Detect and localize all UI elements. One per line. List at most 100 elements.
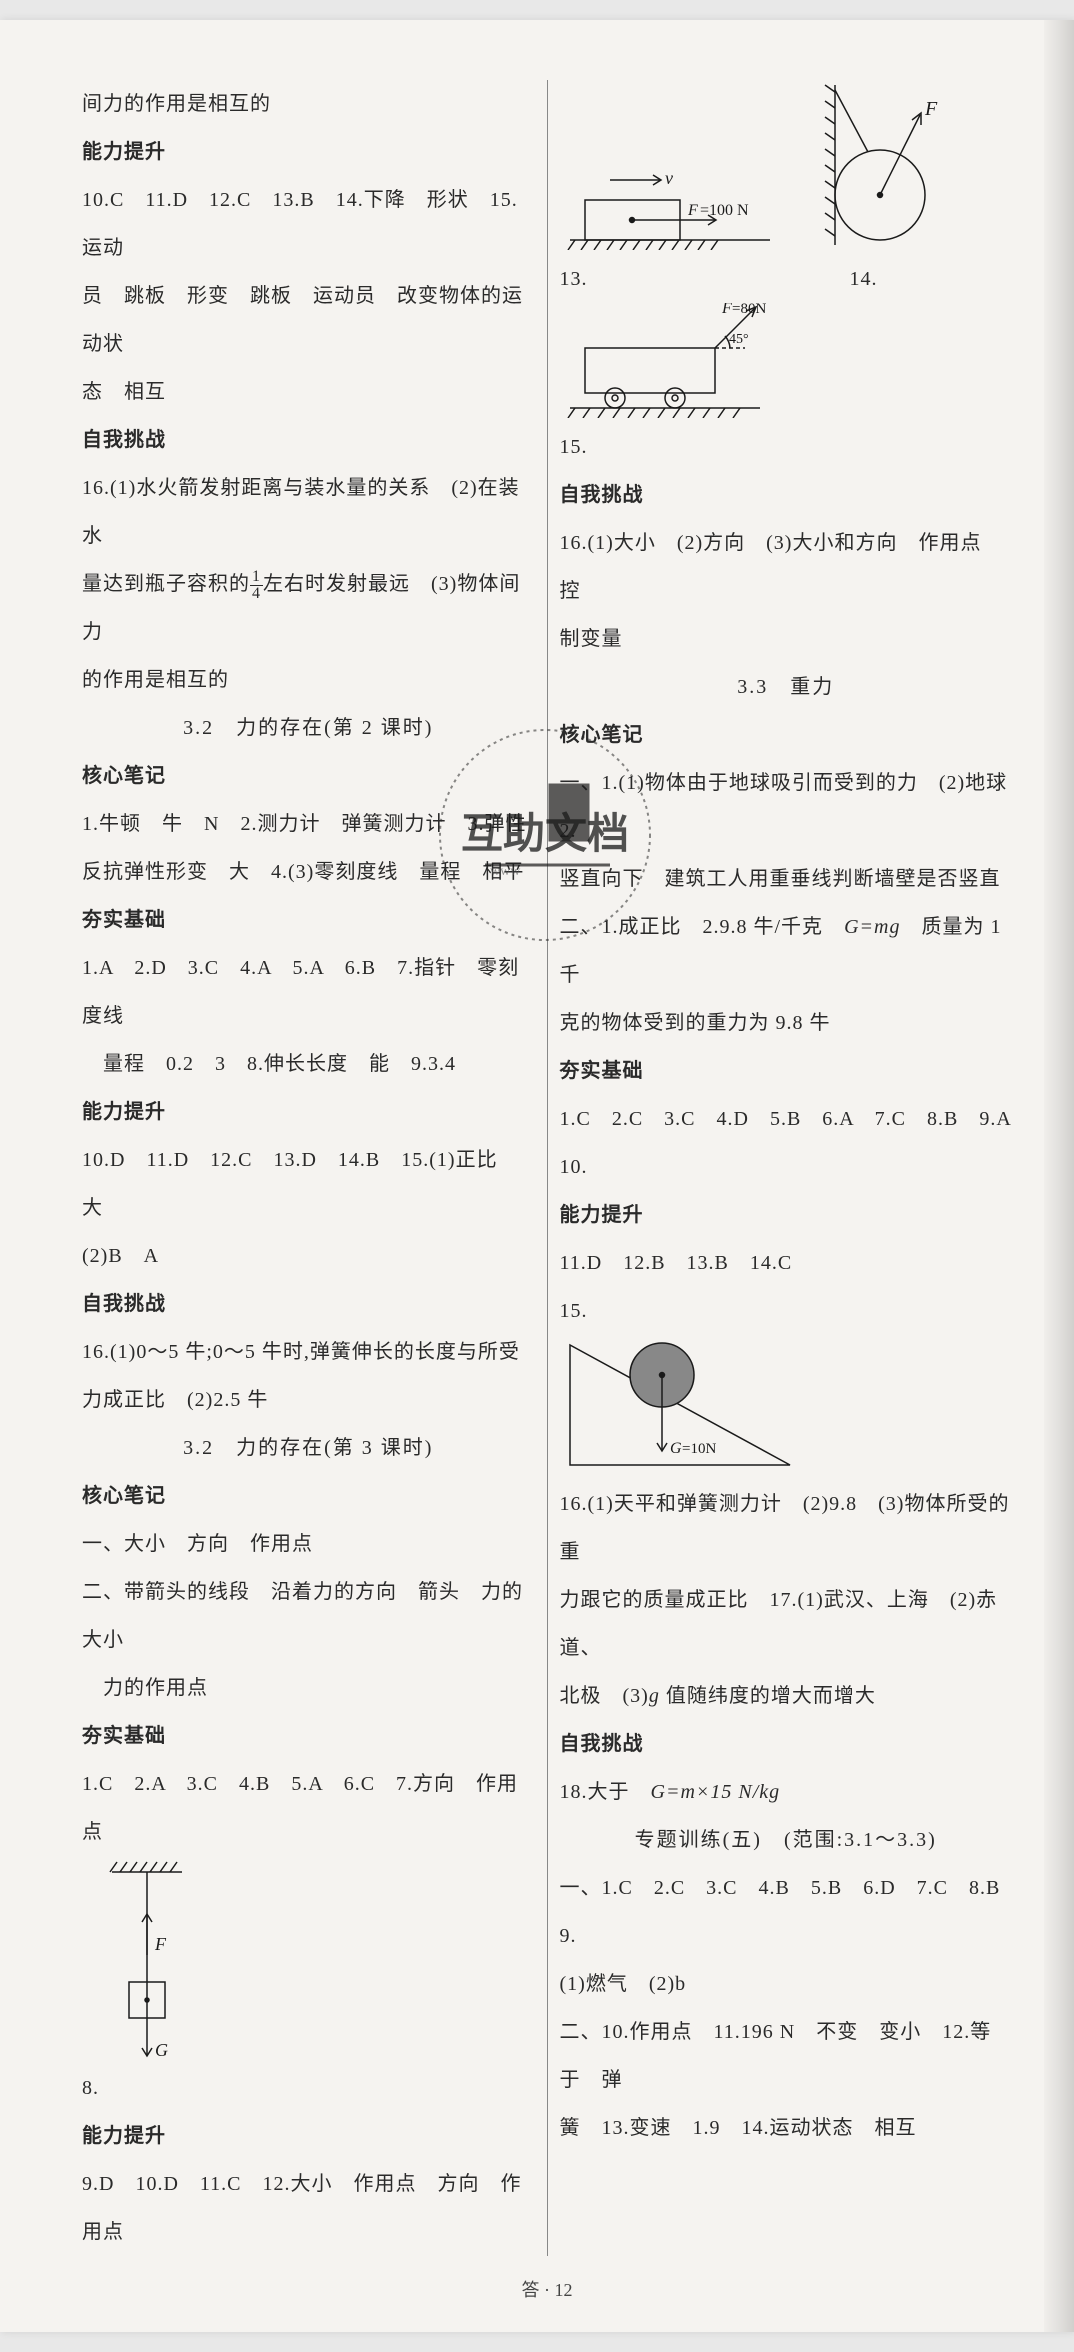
heading-notes: 核心笔记 <box>560 711 1013 759</box>
text-line: 力成正比 (2)2.5 牛 <box>82 1376 535 1424</box>
figure-15b-container: G =10N <box>560 1335 1013 1480</box>
text-fragment: 值随纬度的增大而增大 <box>660 1685 876 1707</box>
section-title: 专题训练(五) (范围:3.1～3.3) <box>560 1816 1013 1864</box>
page-footer: 答 · 12 <box>70 2276 1024 2302</box>
section-title: 3.3 重力 <box>560 663 1013 711</box>
heading-ability: 能力提升 <box>82 1088 535 1136</box>
gravity-value: =10N <box>682 1441 716 1457</box>
figure-14-svg: F <box>790 80 960 250</box>
figure-row-13-14: v F =100 N <box>560 80 1013 255</box>
text-line: 二、1.成正比 2.9.8 牛/千克 G=mg 质量为 1 千 <box>560 903 1013 999</box>
figure-15a-container: F =80N 45° <box>560 303 1013 423</box>
gravity-label: G <box>670 1440 682 1457</box>
text-line: 1.C 2.C 3.C 4.D 5.B 6.A 7.C 8.B 9.A <box>560 1095 1013 1143</box>
force-label: F <box>687 202 698 219</box>
q14-label: 14. <box>850 268 878 290</box>
heading-challenge: 自我挑战 <box>82 1280 535 1328</box>
right-column: v F =100 N <box>548 80 1025 2256</box>
page: 间力的作用是相互的 能力提升 10.C 11.D 12.C 13.B 14.下降… <box>0 20 1074 2332</box>
formula: G=m×15 N/kg <box>651 1781 781 1803</box>
force-value: =100 N <box>700 202 749 219</box>
text-line: (1)燃气 (2)b <box>560 1960 1013 2008</box>
text-line: 16.(1)大小 (2)方向 (3)大小和方向 作用点 控 <box>560 519 1013 615</box>
heading-basics: 夯实基础 <box>82 1712 535 1760</box>
formula: G=mg <box>844 916 900 938</box>
figure-15a-svg: F =80N 45° <box>560 303 790 418</box>
heading-challenge: 自我挑战 <box>560 1720 1013 1768</box>
heading-basics: 夯实基础 <box>82 896 535 944</box>
figure-14-container: F <box>790 80 960 255</box>
text-line: 北极 (3)g 值随纬度的增大而增大 <box>560 1672 1013 1720</box>
text-line: 二、带箭头的线段 沿着力的方向 箭头 力的大小 <box>82 1568 535 1664</box>
text-fragment: 北极 (3) <box>560 1685 649 1707</box>
text-line: 态 相互 <box>82 368 535 416</box>
velocity-label: v <box>665 168 673 188</box>
figure-15b-svg: G =10N <box>560 1335 800 1475</box>
text-line: 11.D 12.B 13.B 14.C <box>560 1239 1013 1287</box>
heading-ability: 能力提升 <box>82 128 535 176</box>
text-line: 1.C 2.A 3.C 4.B 5.A 6.C 7.方向 作用点 <box>82 1760 535 1856</box>
text-line: (2)B A <box>82 1232 535 1280</box>
text-line: 16.(1)天平和弹簧测力计 (2)9.8 (3)物体所受的重 <box>560 1480 1013 1576</box>
text-line: 克的物体受到的重力为 9.8 牛 <box>560 999 1013 1047</box>
variable-g: g <box>649 1685 660 1707</box>
text-line: 10.C 11.D 12.C 13.B 14.下降 形状 15.运动 <box>82 176 535 272</box>
text-line: 员 跳板 形变 跳板 运动员 改变物体的运动状 <box>82 272 535 368</box>
text-line: 一、1.C 2.C 3.C 4.B 5.B 6.D 7.C 8.B 9. <box>560 1864 1013 1960</box>
denominator: 4 <box>250 586 263 602</box>
force-label-F: F <box>924 98 938 120</box>
text-line: 力跟它的质量成正比 17.(1)武汉、上海 (2)赤道、 <box>560 1576 1013 1672</box>
heading-challenge: 自我挑战 <box>82 416 535 464</box>
text-line: 一、大小 方向 作用点 <box>82 1520 535 1568</box>
heading-notes: 核心笔记 <box>82 1472 535 1520</box>
text-line: 力的作用点 <box>82 1664 535 1712</box>
text-line: 18.大于 G=m×15 N/kg <box>560 1768 1013 1816</box>
text-line: 一、1.(1)物体由于地球吸引而受到的力 (2)地球 2. <box>560 759 1013 855</box>
figure-13-svg: v F =100 N <box>560 100 780 250</box>
force-label-F: F <box>154 1934 167 1954</box>
text-line: 1.A 2.D 3.C 4.A 5.A 6.B 7.指针 零刻度线 <box>82 944 535 1040</box>
text-line: 16.(1)0～5 牛;0～5 牛时,弹簧伸长的长度与所受 <box>82 1328 535 1376</box>
figure-8-container: F G 8. <box>82 1860 535 2112</box>
heading-ability: 能力提升 <box>82 2112 535 2160</box>
two-column-layout: 间力的作用是相互的 能力提升 10.C 11.D 12.C 13.B 14.下降… <box>70 80 1024 2256</box>
section-title: 3.2 力的存在(第 3 课时) <box>82 1424 535 1472</box>
text-line: 簧 13.变速 1.9 14.运动状态 相互 <box>560 2104 1013 2152</box>
text-line: 二、10.作用点 11.196 N 不变 变小 12.等于 弹 <box>560 2008 1013 2104</box>
text-fragment: 二、1.成正比 2.9.8 牛/千克 <box>560 916 845 938</box>
force-value: =80N <box>732 303 766 317</box>
heading-challenge: 自我挑战 <box>560 471 1013 519</box>
fraction: 14 <box>250 569 263 602</box>
text-line: 量达到瓶子容积的14左右时发射最远 (3)物体间力 <box>82 560 535 656</box>
text-line: 间力的作用是相互的 <box>82 80 535 128</box>
figure-8-svg: F G <box>82 1860 202 2060</box>
figure-8-label: 8. <box>82 2064 535 2112</box>
text-line: 竖直向下 建筑工人用重垂线判断墙壁是否竖直 <box>560 855 1013 903</box>
text-fragment: 18.大于 <box>560 1781 651 1803</box>
text-line: 反抗弹性形变 大 4.(3)零刻度线 量程 相平 <box>82 848 535 896</box>
heading-ability: 能力提升 <box>560 1191 1013 1239</box>
text-line: 9.D 10.D 11.C 12.大小 作用点 方向 作用点 <box>82 2160 535 2256</box>
heading-basics: 夯实基础 <box>560 1047 1013 1095</box>
force-label: F <box>721 303 732 317</box>
q15-label: 15. <box>560 423 1013 471</box>
angle-label: 45° <box>729 332 749 347</box>
force-label-G: G <box>155 2040 168 2060</box>
q15b-label: 15. <box>560 1287 1013 1335</box>
figure-13-container: v F =100 N <box>560 100 780 255</box>
text-line: 制变量 <box>560 615 1013 663</box>
binding-shadow <box>1044 20 1074 2332</box>
section-title: 3.2 力的存在(第 2 课时) <box>82 704 535 752</box>
text-line: 16.(1)水火箭发射距离与装水量的关系 (2)在装水 <box>82 464 535 560</box>
text-line: 量程 0.2 3 8.伸长长度 能 9.3.4 <box>82 1040 535 1088</box>
text-line: 的作用是相互的 <box>82 656 535 704</box>
text-fragment: 量达到瓶子容积的 <box>82 573 250 595</box>
text-line: 1.牛顿 牛 N 2.测力计 弹簧测力计 3.弹性 <box>82 800 535 848</box>
heading-notes: 核心笔记 <box>82 752 535 800</box>
numerator: 1 <box>250 569 263 586</box>
q13-label: 13. <box>560 268 588 290</box>
left-column: 间力的作用是相互的 能力提升 10.C 11.D 12.C 13.B 14.下降… <box>70 80 548 2256</box>
q10-label: 10. <box>560 1143 1013 1191</box>
figure-labels-13-14: 13. 14. <box>560 255 1013 303</box>
text-line: 10.D 11.D 12.C 13.D 14.B 15.(1)正比 大 <box>82 1136 535 1232</box>
